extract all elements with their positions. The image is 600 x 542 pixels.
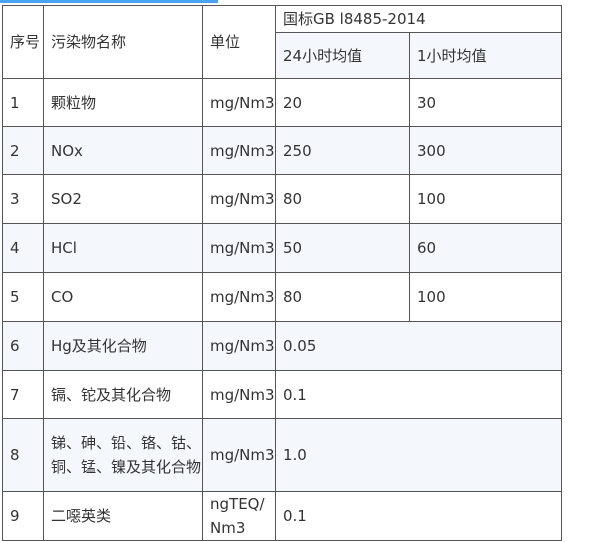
cell-seq: 5 [2,272,44,322]
cell-unit: mg/Nm3 [202,126,276,175]
accent-bar [0,0,218,3]
table-row: 5 CO mg/Nm3 80 100 [2,272,562,322]
table-row: 4 HCl mg/Nm3 50 60 [2,223,562,273]
cell-seq: 8 [2,418,44,492]
cell-seq: 7 [2,370,44,419]
header-seq: 序号 [2,5,44,79]
cell-unit: mg/Nm3 [202,174,276,224]
cell-seq: 3 [2,174,44,224]
header-avg1: 1小时均值 [409,32,562,79]
cell-avg1: 300 [409,126,562,175]
cell-unit: mg/Nm3 [202,78,276,127]
table-row: 7 镉、铊及其化合物 mg/Nm3 0.1 [2,370,562,419]
table-row: 3 SO2 mg/Nm3 80 100 [2,174,562,224]
header-unit: 单位 [202,5,276,79]
cell-name: 锑、砷、铅、铬、钴、铜、锰、镍及其化合物 [43,418,203,492]
header-row: 序号 污染物名称 单位 国标GB l8485-2014 [2,5,562,79]
cell-name: CO [43,272,203,322]
cell-name: HCl [43,223,203,273]
cell-avg1: 100 [409,272,562,322]
emission-standards-table: 序号 污染物名称 单位 国标GB l8485-2014 24小时均值 1小时均值… [2,5,562,541]
header-name: 污染物名称 [43,5,203,79]
cell-unit: mg/Nm3 [202,321,276,371]
cell-seq: 9 [2,491,44,541]
cell-name: Hg及其化合物 [43,321,203,371]
cell-avg24: 250 [275,126,410,175]
cell-name: SO2 [43,174,203,224]
cell-seq: 6 [2,321,44,371]
cell-name: 镉、铊及其化合物 [43,370,203,419]
table-row: 6 Hg及其化合物 mg/Nm3 0.05 [2,321,562,371]
cell-unit: ngTEQ/Nm3 [202,491,276,541]
cell-name: 二噁英类 [43,491,203,541]
cell-name: NOx [43,126,203,175]
table-row: 2 NOx mg/Nm3 250 300 [2,126,562,175]
header-standard: 国标GB l8485-2014 [275,5,562,33]
table-row: 8 锑、砷、铅、铬、钴、铜、锰、镍及其化合物 mg/Nm3 1.0 [2,418,562,492]
cell-seq: 1 [2,78,44,127]
cell-value: 1.0 [275,418,562,492]
cell-avg1: 60 [409,223,562,273]
cell-avg1: 100 [409,174,562,224]
cell-unit: mg/Nm3 [202,223,276,273]
header-avg24: 24小时均值 [275,32,410,79]
cell-unit: mg/Nm3 [202,272,276,322]
table-row: 9 二噁英类 ngTEQ/Nm3 0.1 [2,491,562,541]
cell-avg24: 80 [275,272,410,322]
cell-seq: 4 [2,223,44,273]
subheader-row: 24小时均值 1小时均值 [3,32,562,79]
cell-value: 0.1 [275,370,562,419]
cell-avg24: 80 [275,174,410,224]
cell-seq: 2 [2,126,44,175]
cell-unit: mg/Nm3 [202,418,276,492]
cell-unit: mg/Nm3 [202,370,276,419]
cell-value: 0.05 [275,321,562,371]
cell-avg1: 30 [409,78,562,127]
table-row: 1 颗粒物 mg/Nm3 20 30 [2,78,562,127]
cell-avg24: 50 [275,223,410,273]
cell-avg24: 20 [275,78,410,127]
cell-value: 0.1 [275,491,562,541]
cell-name: 颗粒物 [43,78,203,127]
